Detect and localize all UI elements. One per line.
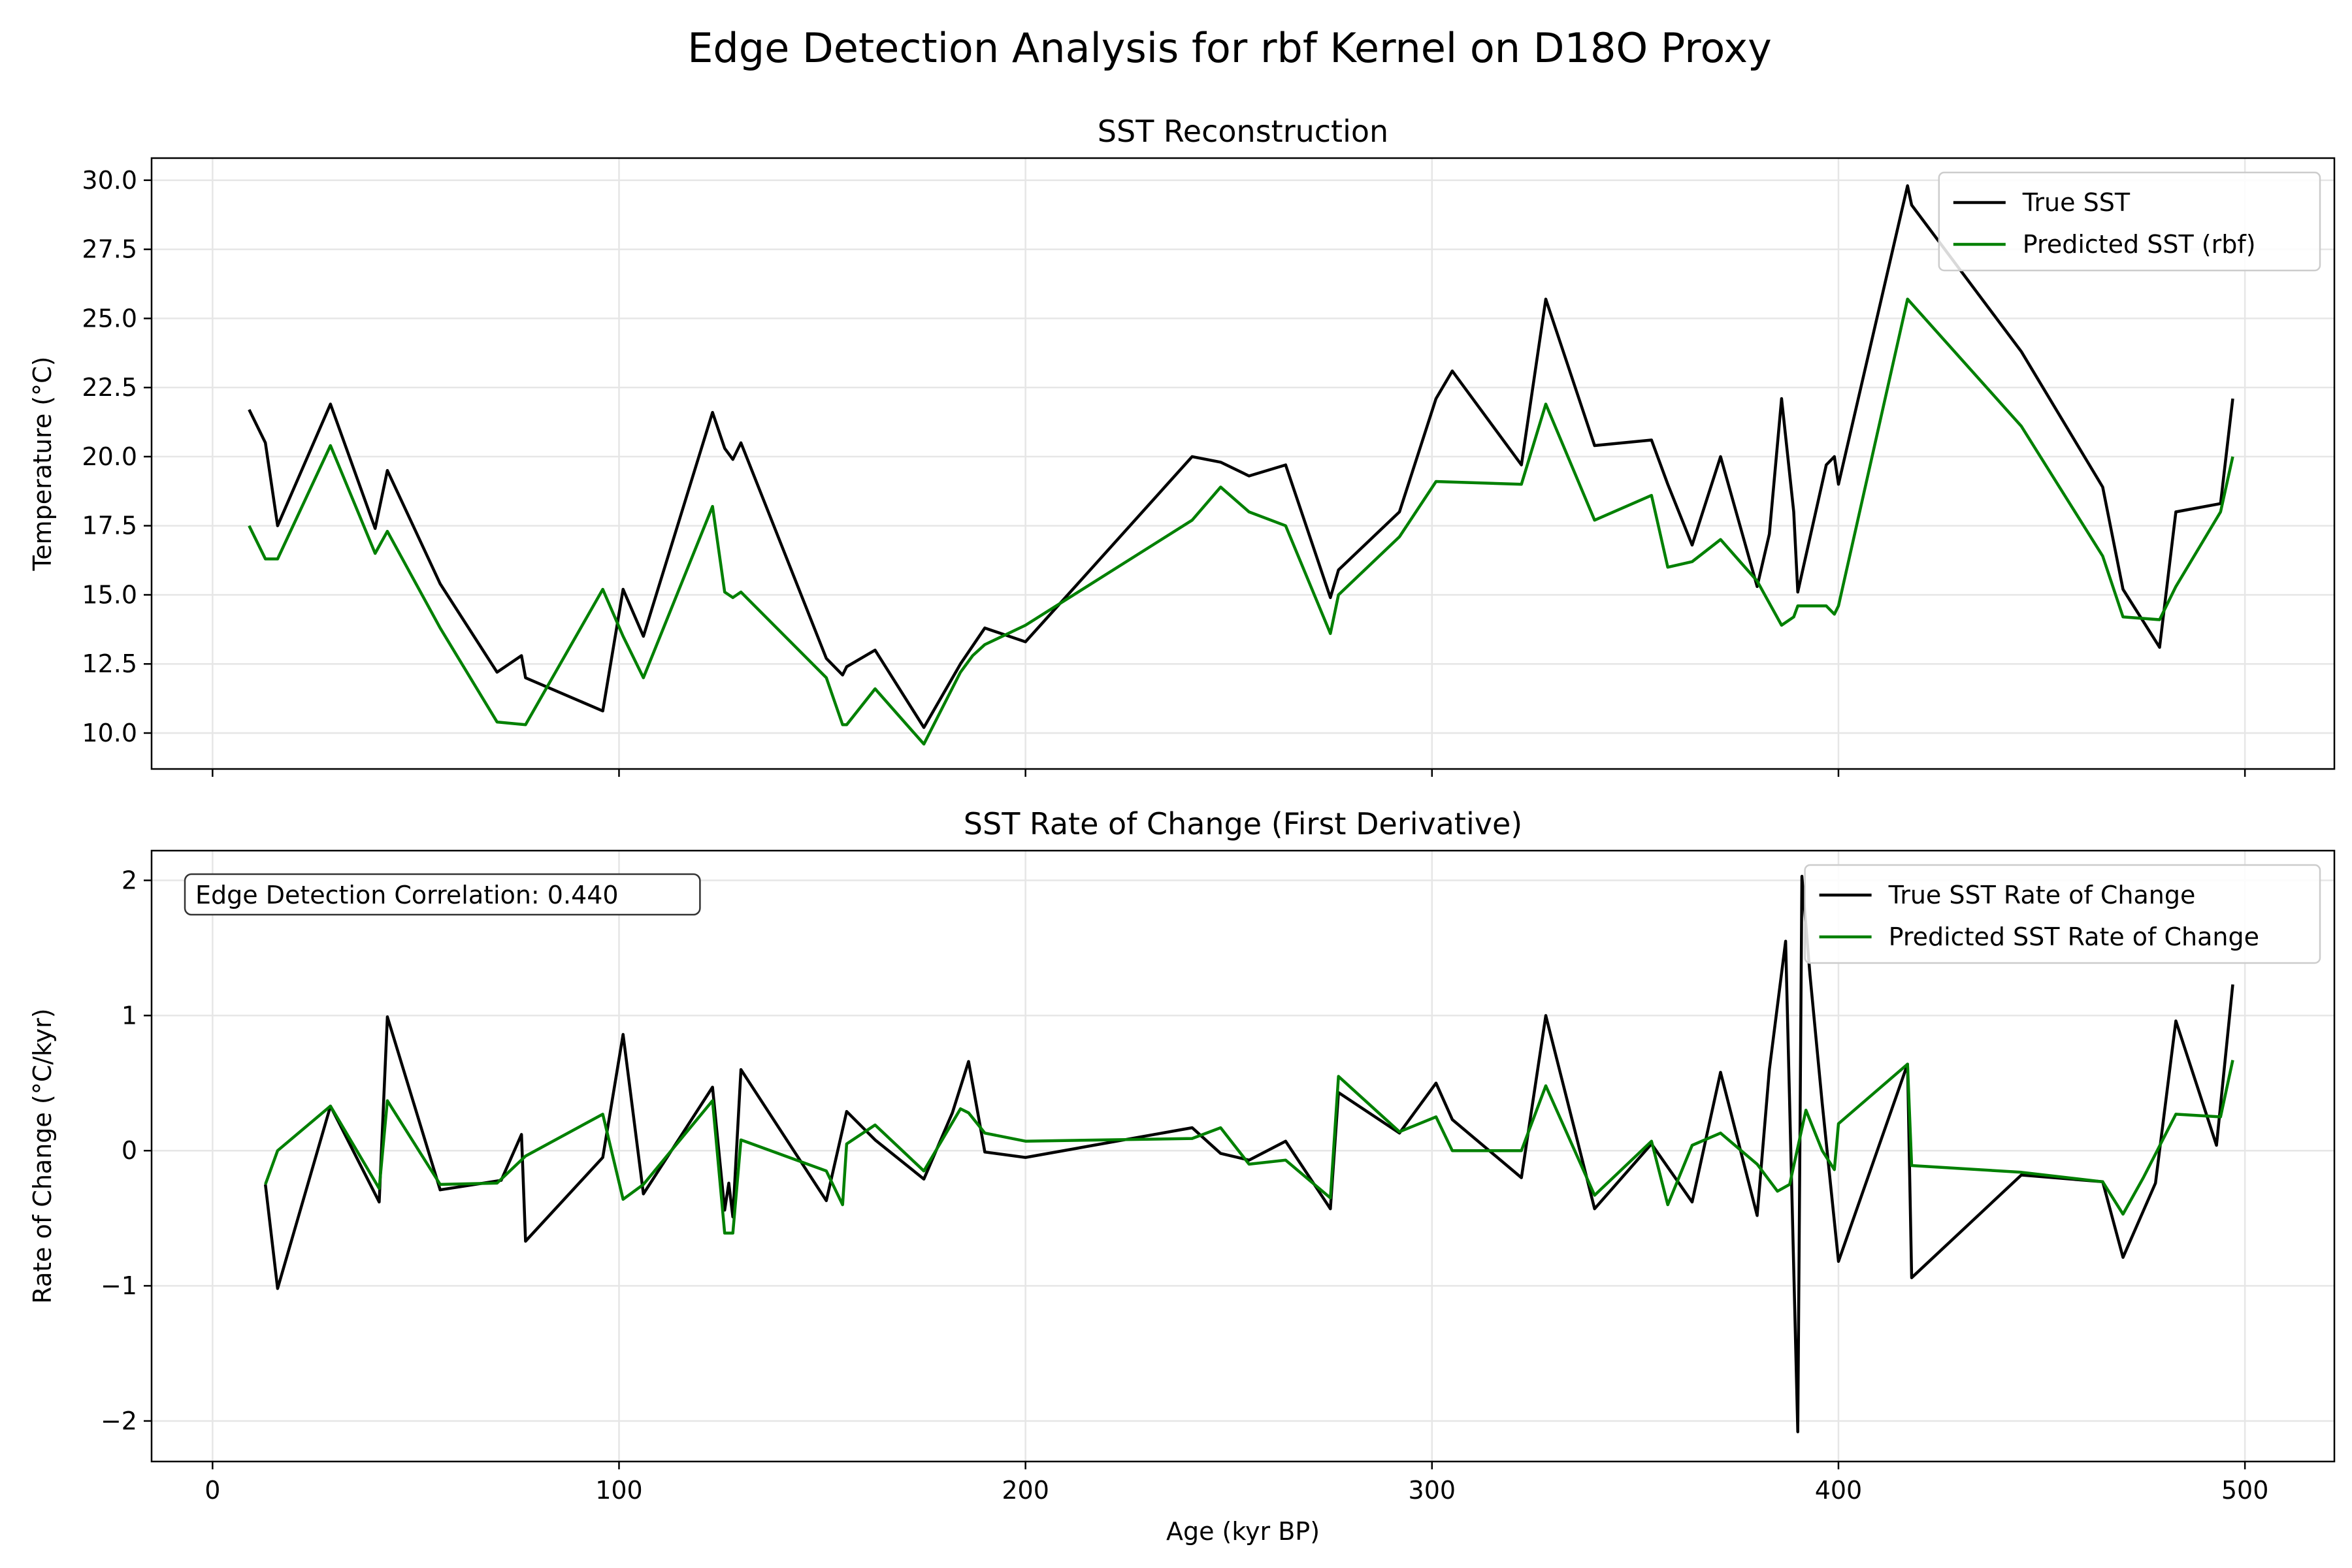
y-tick-label: 12.5 xyxy=(82,649,137,678)
y-tick-label: 25.0 xyxy=(82,304,137,333)
legend-label: True SST xyxy=(2022,188,2131,217)
legend: True SST Rate of Change Predicted SST Rat… xyxy=(1804,864,2321,964)
x-tick-label: 200 xyxy=(1002,1476,1049,1505)
series-line xyxy=(248,297,2234,746)
axes-frame xyxy=(150,849,2336,1463)
y-tick-label: 30.0 xyxy=(82,166,137,195)
x-tick-label: 500 xyxy=(2221,1476,2269,1505)
y-tick-label: 10.0 xyxy=(82,719,137,747)
y-tick-label: −2 xyxy=(101,1407,137,1435)
y-axis-label: Temperature (°C) xyxy=(28,357,57,572)
correlation-annotation-box: Edge Detection Correlation: 0.440 xyxy=(184,873,701,916)
y-tick-label: 2 xyxy=(122,866,137,895)
figure-title: Edge Detection Analysis for rbf Kernel o… xyxy=(687,24,1772,72)
y-tick-label: 22.5 xyxy=(82,373,137,402)
y-tick-label: 0 xyxy=(122,1136,137,1165)
y-axis-label: Rate of Change (°C/kyr) xyxy=(28,1008,57,1303)
legend-label: Predicted SST Rate of Change xyxy=(1889,923,2259,951)
y-tick-label: 1 xyxy=(122,1001,137,1030)
y-tick-label: −1 xyxy=(101,1271,137,1300)
series-lines xyxy=(263,875,2234,1433)
legend-label: Predicted SST (rbf) xyxy=(2023,230,2256,259)
y-tick-label: 20.0 xyxy=(82,442,137,471)
series-lines xyxy=(248,184,2234,746)
legend: True SST Predicted SST (rbf) xyxy=(1938,171,2321,272)
x-axis-label: Age (kyr BP) xyxy=(1166,1517,1320,1546)
panel-title: SST Reconstruction xyxy=(1098,114,1388,149)
x-tick-label: 400 xyxy=(1815,1476,1863,1505)
legend-frame xyxy=(1804,864,2321,964)
legend-label: True SST Rate of Change xyxy=(1888,881,2196,909)
y-tick-label: 15.0 xyxy=(82,580,137,609)
y-tick-label: 17.5 xyxy=(82,512,137,540)
y-tick-label: 27.5 xyxy=(82,235,137,264)
series-line xyxy=(263,875,2234,1433)
x-tick-label: 100 xyxy=(595,1476,643,1505)
axis-ticks: 0 100 200 300 400 500 −2 −1 0 1 2 xyxy=(101,866,2268,1505)
axes-frame xyxy=(150,157,2336,770)
x-tick-label: 0 xyxy=(204,1476,220,1505)
axis-ticks: 10.0 12.5 15.0 17.5 20.0 22.5 25.0 27.5 30.0 xyxy=(82,166,2246,777)
panel-title: SST Rate of Change (First Derivative) xyxy=(964,806,1522,841)
legend-frame xyxy=(1938,171,2321,272)
series-line xyxy=(248,184,2234,729)
series-line xyxy=(264,1060,2234,1235)
annotation-frame xyxy=(184,873,701,916)
x-tick-label: 300 xyxy=(1409,1476,1456,1505)
sst-reconstruction-panel: 10.0 12.5 15.0 17.5 20.0 22.5 25.0 27.5 30.0 SST… xyxy=(28,114,2336,777)
correlation-annotation: Edge Detection Correlation: 0.440 xyxy=(195,881,619,909)
sst-rate-of-change-panel: 0 100 200 300 400 500 −2 −1 0 1 2 SST Rate of Chan… xyxy=(28,806,2336,1546)
